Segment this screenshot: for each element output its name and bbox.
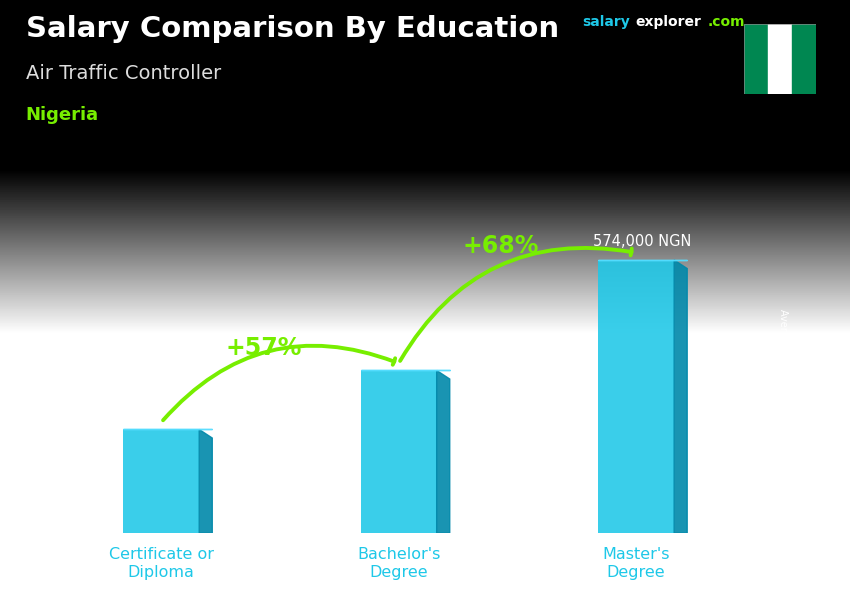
- Text: +57%: +57%: [225, 336, 302, 359]
- Text: Air Traffic Controller: Air Traffic Controller: [26, 64, 221, 82]
- Text: salary: salary: [582, 15, 630, 29]
- Text: explorer: explorer: [636, 15, 701, 29]
- Bar: [360, 370, 437, 533]
- Text: +68%: +68%: [462, 234, 539, 258]
- Bar: [123, 430, 199, 533]
- Text: 574,000 NGN: 574,000 NGN: [593, 235, 692, 250]
- Bar: [768, 24, 792, 94]
- Text: .com: .com: [707, 15, 745, 29]
- Text: Salary Comparison By Education: Salary Comparison By Education: [26, 15, 558, 43]
- Text: Nigeria: Nigeria: [26, 106, 99, 124]
- Polygon shape: [199, 430, 212, 533]
- Text: Average Monthly Salary: Average Monthly Salary: [779, 308, 789, 425]
- Bar: [598, 260, 674, 533]
- Text: 342,000 NGN: 342,000 NGN: [356, 345, 454, 360]
- Polygon shape: [437, 370, 450, 533]
- Bar: [744, 24, 768, 94]
- Bar: [792, 24, 816, 94]
- Polygon shape: [674, 260, 687, 533]
- Text: 218,000 NGN: 218,000 NGN: [118, 404, 217, 419]
